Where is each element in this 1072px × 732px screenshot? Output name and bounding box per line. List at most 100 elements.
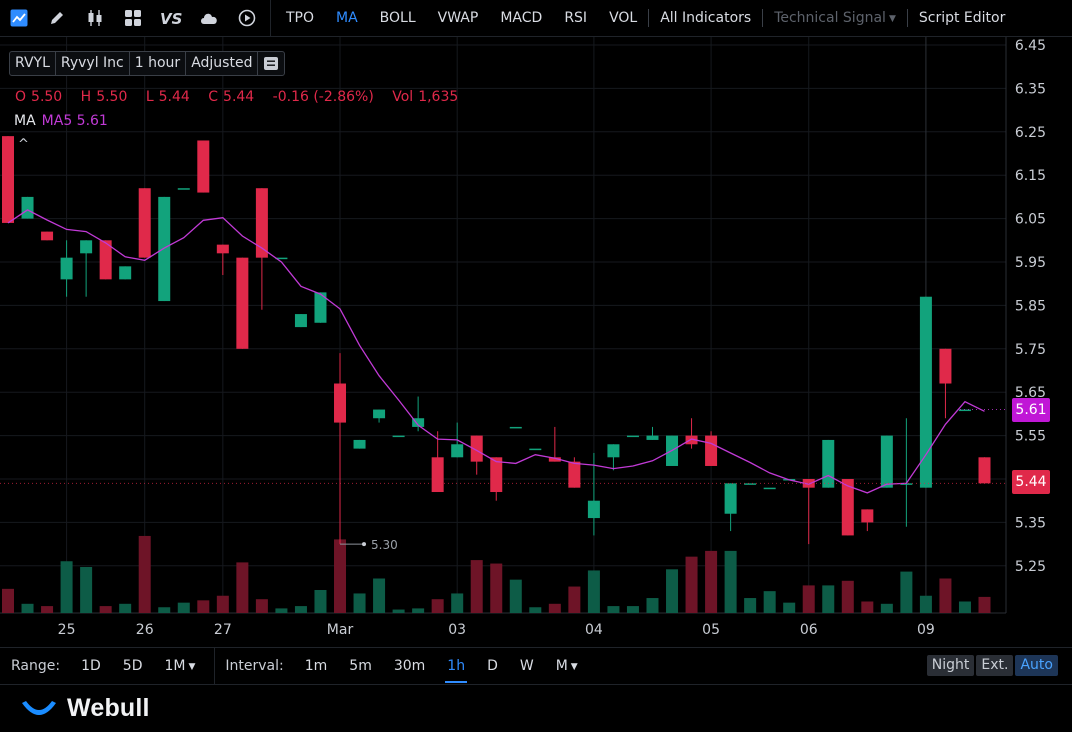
volume-bar: [99, 606, 112, 613]
candle-body: [21, 196, 34, 219]
volume-bar: [509, 579, 522, 613]
y-axis-tick-label: 6.45: [1015, 38, 1046, 54]
draw-pencil-icon[interactable]: [38, 0, 76, 36]
session-toggle: Night Ext. Auto: [926, 655, 1058, 676]
low-label: L: [145, 89, 154, 105]
candle-body: [451, 444, 464, 458]
indicator-boll[interactable]: BOLL: [379, 10, 416, 26]
chevron-down-icon: ▼: [570, 662, 578, 672]
bottom-divider: [214, 648, 216, 684]
replay-icon[interactable]: [228, 0, 266, 36]
all-indicators-button[interactable]: All Indicators: [660, 10, 752, 26]
candle-body: [509, 426, 522, 429]
candle-body: [99, 240, 112, 280]
volume-bar: [744, 598, 757, 613]
chart-type-icon[interactable]: [0, 0, 38, 36]
candle-body: [822, 439, 835, 488]
candle-body: [587, 500, 600, 519]
candle-body: [646, 435, 659, 440]
interval-5m[interactable]: 5m: [349, 658, 372, 674]
ma-price-tag: 5.61: [1012, 398, 1050, 422]
collapse-legend-icon[interactable]: ^: [18, 137, 29, 152]
interval-m-dropdown[interactable]: M ▼: [555, 658, 578, 674]
volume-bar: [255, 599, 268, 613]
volume-bar: [763, 591, 776, 613]
indicator-ma[interactable]: MA: [336, 10, 358, 26]
indicator-vwap[interactable]: VWAP: [437, 10, 479, 26]
low-value: 5.44: [158, 89, 190, 105]
open-value: 5.50: [31, 89, 63, 105]
range-1m-dropdown[interactable]: 1M ▼: [164, 658, 196, 674]
y-axis-tick-label: 5.55: [1015, 429, 1046, 445]
indicator-tpo[interactable]: TPO: [286, 10, 315, 26]
volume-bar: [783, 602, 796, 613]
volume-bar: [21, 603, 34, 613]
candle-body: [841, 479, 854, 536]
candle-body: [568, 461, 581, 488]
webull-logo-icon: [22, 700, 56, 715]
candle-body: [255, 188, 268, 258]
candle-body: [685, 435, 698, 445]
interval-1m[interactable]: 1m: [304, 658, 328, 674]
settings-menu-icon[interactable]: [258, 52, 284, 75]
volume-bar: [216, 595, 229, 613]
volume-bar: [158, 607, 171, 613]
interval-label: Interval:: [225, 658, 284, 674]
candlestick-chart[interactable]: 6.45 6.35 6.25 6.15 6.05 5.95 5.85 5.75 5.65 5.55…: [0, 37, 1072, 647]
volume-bar: [60, 561, 73, 613]
volume-bar: [412, 608, 425, 613]
y-axis-tick-label: 5.25: [1015, 559, 1046, 575]
candle-body: [80, 240, 93, 254]
candle-body: [216, 244, 229, 254]
session-ext[interactable]: Ext.: [976, 655, 1014, 676]
interval-30m[interactable]: 30m: [393, 658, 426, 674]
volume-bar: [236, 562, 249, 613]
x-axis-tick-label: Mar: [327, 622, 354, 638]
x-axis-tick-label: 06: [800, 622, 818, 638]
bottom-bar: Range: 1D 5D 1M ▼ Interval: 1m 5m 30m 1h …: [0, 647, 1072, 685]
symbol-info-box[interactable]: RVYL Ryvyl Inc 1 hour Adjusted: [9, 51, 286, 76]
interval-1h[interactable]: 1h: [436, 658, 476, 683]
volume-bar: [646, 598, 659, 613]
volume-bar: [138, 535, 151, 613]
volume-bar: [119, 603, 132, 613]
interval-d[interactable]: D: [487, 658, 498, 674]
interval-label[interactable]: 1 hour: [130, 52, 187, 75]
volume-bar: [314, 590, 327, 613]
volume-value: 1,635: [418, 89, 459, 105]
ma-legend-name: MA: [14, 113, 36, 129]
ma-legend[interactable]: MA MA5 5.61: [14, 113, 108, 129]
y-axis-tick-label: 5.35: [1015, 515, 1046, 531]
indicator-rsi[interactable]: RSI: [564, 10, 588, 26]
technical-signal-dropdown[interactable]: Technical Signal ▼: [774, 10, 896, 26]
candlestick-icon[interactable]: [76, 0, 114, 36]
volume-bar: [197, 600, 210, 613]
chart-area[interactable]: 6.45 6.35 6.25 6.15 6.05 5.95 5.85 5.75 5.65 5.55…: [0, 37, 1072, 647]
session-auto[interactable]: Auto: [1015, 655, 1058, 676]
volume-bar: [666, 569, 679, 613]
volume-bar: [861, 601, 874, 613]
indicator-vol[interactable]: VOL: [609, 10, 638, 26]
script-editor-button[interactable]: Script Editor: [918, 10, 1006, 26]
adjust-label[interactable]: Adjusted: [186, 52, 259, 75]
interval-w[interactable]: W: [519, 658, 534, 674]
volume-bar: [724, 550, 737, 613]
ma5-line: [7, 209, 985, 494]
candle-body: [2, 136, 14, 223]
session-night[interactable]: Night: [926, 655, 975, 676]
volume-bar: [939, 578, 952, 613]
layout-grid-icon[interactable]: [114, 0, 152, 36]
candle-body: [392, 435, 405, 438]
indicator-divider: [906, 9, 908, 27]
volume-bar: [392, 609, 405, 613]
volume-bar: [490, 563, 503, 613]
range-1d[interactable]: 1D: [81, 658, 101, 674]
volume-bar: [529, 607, 542, 613]
compare-vs-icon[interactable]: VS: [152, 0, 190, 36]
volume-bar: [822, 585, 835, 613]
change-value: -0.16 (-2.86%): [272, 89, 374, 105]
high-value: 5.50: [96, 89, 128, 105]
range-5d[interactable]: 5D: [122, 658, 143, 674]
indicator-macd[interactable]: MACD: [500, 10, 543, 26]
cloud-icon[interactable]: [190, 0, 228, 36]
